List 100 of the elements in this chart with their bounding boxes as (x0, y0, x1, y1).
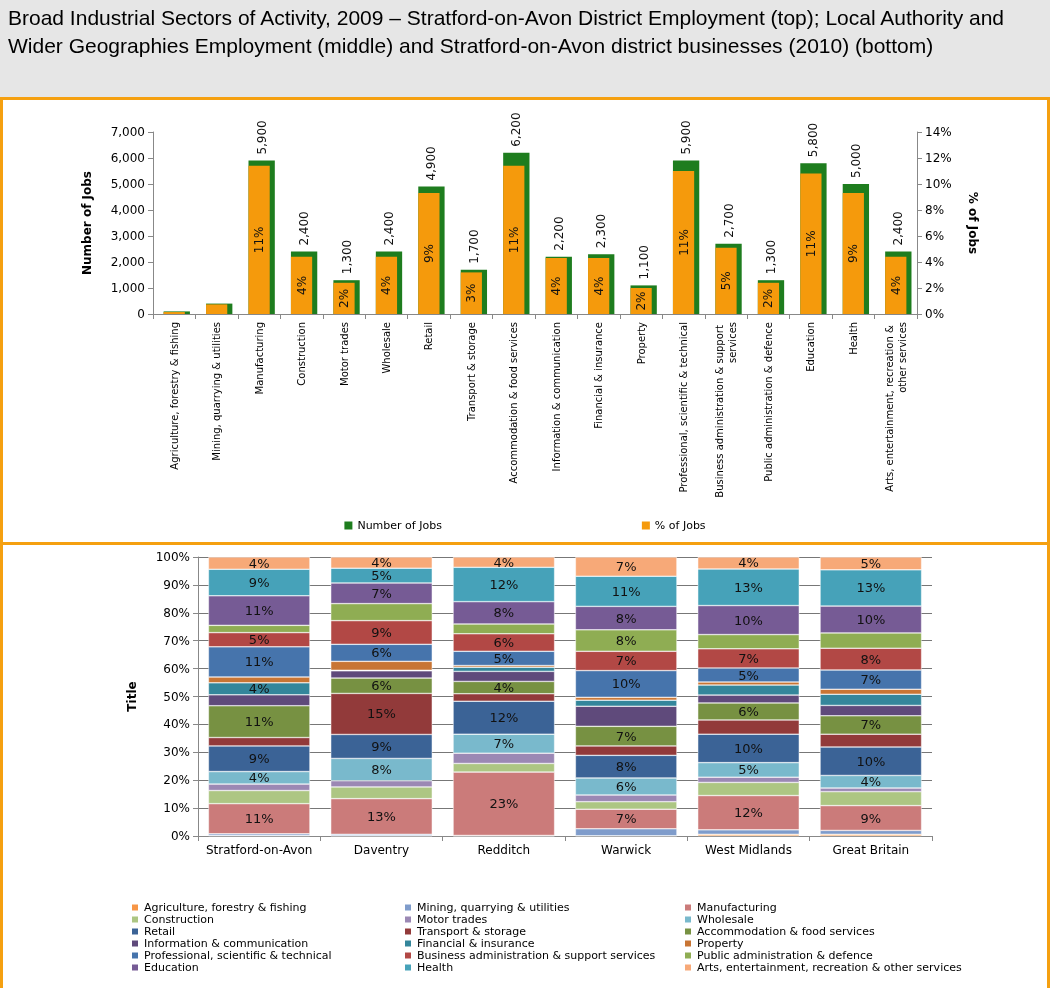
legend-label: Motor trades (417, 913, 488, 926)
data-label: 7% (615, 559, 637, 575)
data-label: 8% (493, 605, 515, 621)
data-label: 4% (493, 554, 515, 570)
data-label: 6% (493, 635, 515, 651)
data-label: 12% (489, 710, 519, 726)
data-label: 13% (856, 580, 886, 596)
y-tick-label: 3,000 (110, 229, 145, 243)
data-label: 5,900 (679, 120, 694, 155)
data-label: 4% (248, 770, 270, 786)
x-tick-label: Agriculture, forestry & fishing (168, 322, 180, 470)
legend-label: Wholesale (697, 913, 754, 926)
legend-label: Property (697, 937, 745, 950)
y-tick-label: 6,000 (110, 151, 145, 165)
x-tick-label: Redditch (477, 843, 531, 857)
legend-label: Professional, scientific & technical (144, 949, 332, 962)
data-label: 4% (493, 680, 515, 696)
data-label: 11% (244, 811, 274, 827)
data-label: 1,300 (339, 239, 354, 275)
y-tick-label: 1,000 (110, 281, 145, 295)
x-tick-label: Wholesale (380, 322, 392, 374)
data-label: 11% (676, 229, 691, 256)
data-label: 9% (371, 624, 392, 640)
data-label: 10% (611, 676, 641, 692)
y2-tick-label: 4% (925, 255, 945, 269)
legend-label: Financial & insurance (417, 937, 535, 950)
data-label: 2,700 (721, 203, 736, 238)
y-tick-label: 7,000 (110, 125, 145, 139)
data-label: 5% (738, 667, 759, 683)
data-label: 8% (371, 762, 392, 778)
data-label: 2% (337, 288, 351, 308)
x-tick-label: Stratford-on-Avon (205, 843, 313, 857)
data-label: 7% (493, 736, 515, 752)
y2-tick-label: 14% (925, 125, 952, 139)
x-tick-label: Retail (423, 322, 435, 351)
y-tick-label: 50% (163, 689, 190, 704)
data-label: 6% (738, 703, 759, 719)
legend-label: Manufacturing (697, 901, 777, 914)
data-label: 9% (846, 244, 861, 264)
data-label: 15% (367, 706, 396, 722)
data-label: 10% (734, 740, 763, 756)
y2-axis-title: % of Jobs (966, 191, 980, 255)
data-label: 10% (734, 612, 763, 628)
data-label: 8% (860, 651, 882, 667)
y-tick-label: 5,000 (110, 177, 145, 191)
data-label: 11% (506, 226, 521, 254)
data-label: 2,300 (594, 213, 609, 249)
data-label: 5,900 (254, 120, 269, 155)
y-axis-title: Title (125, 681, 139, 712)
data-label: 2,400 (297, 211, 312, 246)
data-label: 5% (860, 555, 882, 571)
y-tick-label: 0% (170, 829, 190, 843)
data-label: 4% (379, 275, 394, 295)
legend-label: Accommodation & food services (697, 925, 875, 938)
x-tick-label: Education (805, 322, 817, 372)
data-label: 4% (248, 555, 270, 571)
y2-tick-label: 6% (925, 229, 945, 243)
legend-label: Business administration & support services (417, 949, 656, 962)
data-label: 7% (615, 728, 637, 744)
x-tick-label: Great Britain (832, 843, 910, 857)
y2-tick-label: 0% (925, 307, 945, 321)
data-label: 13% (367, 808, 396, 824)
chart-title: Broad Industrial Sectors of Activity, 2009 – Stratford-on-Avon District Employment (top); Local Authority and Wider Geographies Employment (middle) and Stratford-on-Avon district businesses (2010) (bottom) (0, 0, 1050, 100)
data-label: 4% (738, 555, 759, 571)
y2-tick-label: 12% (925, 151, 952, 165)
legend-label: % of Jobs (654, 519, 706, 532)
data-label: 2,400 (891, 211, 906, 246)
x-tick-label: Transport & storage (465, 322, 477, 423)
data-label: 6,200 (509, 112, 524, 147)
data-label: 5,800 (806, 122, 821, 158)
data-label: 2,400 (381, 211, 396, 246)
legend-label: Number of Jobs (357, 519, 443, 532)
x-tick-label: Accommodation & food services (508, 322, 520, 484)
x-tick-label: Financial & insurance (593, 322, 605, 429)
data-label: 9% (860, 810, 882, 826)
data-label: 4% (888, 275, 903, 295)
data-label: 7% (738, 650, 759, 666)
data-label: 7% (615, 653, 637, 669)
y-tick-label: 80% (163, 605, 190, 620)
data-label: 11% (244, 603, 274, 619)
legend-label: Information & communication (144, 937, 309, 950)
data-label: 2% (761, 288, 776, 308)
y-tick-label: 0 (137, 307, 145, 321)
data-label: 5% (371, 568, 392, 584)
data-label: 11% (252, 226, 267, 254)
x-tick-label: Information & communication (550, 322, 562, 472)
legend-label: Education (144, 961, 199, 974)
data-label: 11% (244, 654, 274, 670)
data-label: 11% (803, 230, 818, 258)
data-label: 9% (248, 751, 270, 767)
data-label: 9% (371, 738, 392, 754)
data-label: 12% (489, 576, 519, 592)
data-label: 6% (615, 778, 637, 794)
data-label: 7% (615, 811, 637, 827)
x-tick-label: Warwick (601, 843, 652, 857)
legend-label: Agriculture, forestry & fishing (144, 901, 307, 914)
data-label: 5,000 (848, 143, 863, 178)
y-tick-label: 40% (163, 717, 190, 732)
data-label: 4% (591, 276, 606, 296)
x-tick-label: Health (847, 322, 859, 355)
